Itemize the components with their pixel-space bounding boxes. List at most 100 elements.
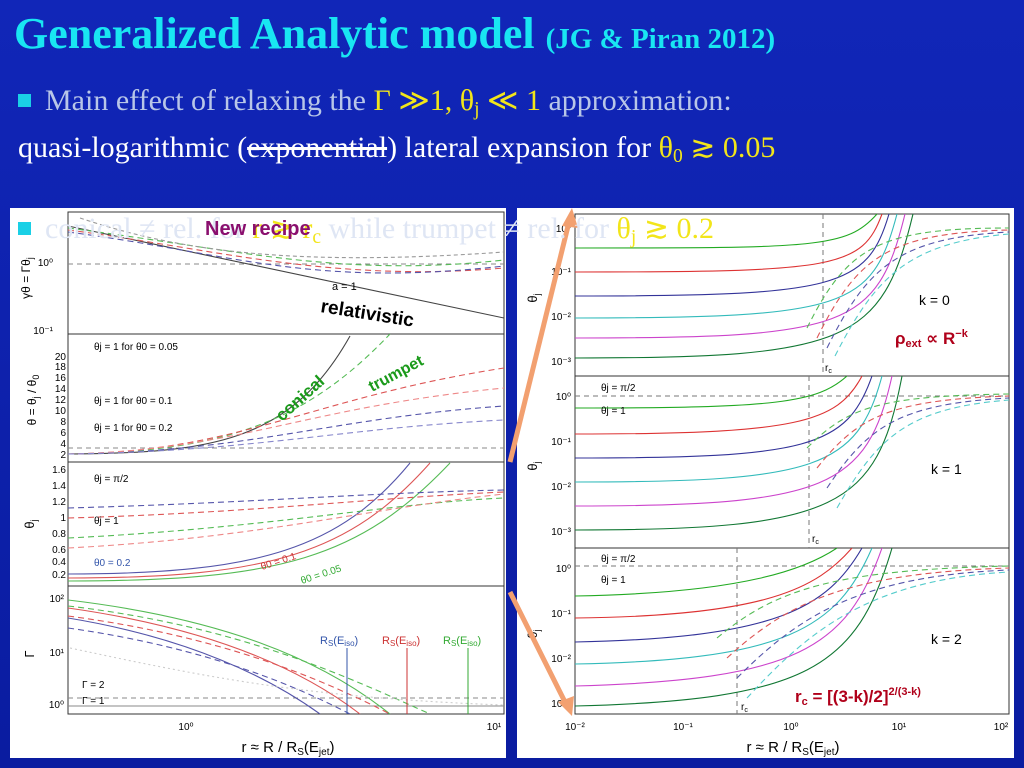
p3-ytick: 1.4 [52,481,66,492]
p2-legend-1: θj = 1 for θ0 = 0.05 [94,342,178,353]
bullet-2-th: θj ≳ 0.2 [616,212,714,248]
r3-ytick: 10⁰ [556,564,571,575]
p2-ylabel: θ = θj / θ0 [25,375,41,426]
p3-ytick: 1.6 [52,465,66,476]
theta0-label-1: θ0 = 0.2 [94,558,131,569]
left-figure: 10⁰ 10⁻¹ γθ = Γθj a = 1 relativistic 20 … [10,208,506,758]
p2-ytick: 6 [60,428,66,439]
r-sub: c [312,226,321,248]
p2-ytick: 16 [55,373,67,384]
r2-ylabel: θj [525,461,542,470]
p2-legend-3: θj = 1 for θ0 = 0.2 [94,423,173,434]
bullet-1-cond: θ0 ≳ 0.05 [658,130,776,167]
rho-ext-annotation: ρext ∝ R−k [895,328,969,350]
p2-ytick: 8 [60,417,66,428]
p4-ytick: 10¹ [50,648,65,659]
r3-ytick: 10⁻³ [551,699,571,710]
p3-ytick: 0.6 [52,545,66,556]
p2-ytick: 14 [55,384,67,395]
p3-ytick: 0.2 [52,570,66,581]
p2-ytick: 10 [55,406,67,417]
bullet-1-line2a: quasi-logarithmic ( [18,130,248,164]
title-text: Generalized Analytic model [14,9,535,58]
slide-title: Generalized Analytic model (JG & Piran 2… [14,6,1014,67]
p3-ylabel: θj [22,519,39,528]
p4-ylabel: Γ [22,650,37,657]
r2-ytick: 10⁻³ [551,527,571,538]
bullet-1-lead: Main effect of relaxing the [45,84,366,117]
approx-sub: j [474,98,480,120]
r2-ytick: 10⁻¹ [551,437,571,448]
k2-label: k = 2 [931,631,962,647]
p2-ytick: 20 [55,352,67,363]
right-panel-k1: 10⁰ 10⁻¹ 10⁻² 10⁻³ θj θj = π/2 θj = 1 k … [525,376,1009,548]
rx-tick: 10⁰ [783,722,798,733]
p4-xtick-2: 10¹ [487,722,502,733]
th-text: θ [616,212,631,245]
p1-ytick-2: 10⁻¹ [33,326,53,337]
p2-ytick: 4 [60,439,66,450]
bullet-2: conical ≠ rel. for r ≳ rc while trumpet … [18,210,1008,257]
p3-ytick: 0.8 [52,529,66,540]
rc-label-1: rc [825,363,832,375]
rx-tick: 10⁻¹ [673,722,693,733]
p3-ytick: 0.4 [52,557,66,568]
th-cond: ≳ 0.2 [636,212,714,245]
p3-legend-2: θj = 1 [94,516,119,527]
rs-label-blue: RS(Eiso) [320,635,358,648]
r2-legend-1: θj = π/2 [601,383,636,394]
p3-ytick: 1.2 [52,497,66,508]
r3-legend-2: θj = 1 [601,575,626,586]
theta0-label-3: θ0 = 0.05 [300,563,344,587]
r1-ytick: 10⁻³ [551,357,571,368]
p2-ytick: 2 [60,450,66,461]
approx-text: Γ ≫1, θ [373,84,475,117]
bullet-2-r: r ≳ rc [252,212,321,248]
rx-tick: 10² [994,722,1009,733]
rc-label-2: rc [812,534,819,546]
bullet-1: Main effect of relaxing the Γ ≫1, θj ≪ 1… [18,82,1008,176]
r1-ylabel: θj [525,293,542,302]
bullet-2-b: while trumpet ≠ rel. for [320,212,617,245]
bullet-square-icon [18,93,31,107]
bullet-1-tail: approximation: [540,84,732,117]
theta0: θ [658,130,673,164]
left-xlabel: r ≈ R / RS(Ejet) [242,739,335,758]
relativistic-label: relativistic [319,296,416,332]
rc-formula: rc = [(3-k)/2]2/(3-k) [795,686,921,708]
right-figure: 10⁰ 10⁻¹ 10⁻² 10⁻³ θj k = 0 rc ρext ∝ R−… [517,208,1014,758]
k0-label: k = 0 [919,292,950,308]
p1-ytick-1: 10⁰ [38,258,53,269]
p2-ytick: 18 [55,362,67,373]
r3-legend-1: θj = π/2 [601,554,636,565]
r-text: r ≳ r [252,212,313,245]
r1-ytick: 10⁻² [551,312,571,323]
p4-legend-2: Γ = 1 [82,696,105,707]
k1-label: k = 1 [931,461,962,477]
r2-ytick: 10⁻² [551,482,571,493]
left-panel-3: 1.6 1.4 1.2 1 0.8 0.6 0.4 0.2 θj θj = π/… [22,462,504,587]
approx-end: ≪ 1 [479,84,541,117]
p2-legend-2: θj = 1 for θ0 = 0.1 [94,396,173,407]
rs-label-green: RS(Eiso) [443,635,481,648]
rs-label-red: RS(Eiso) [382,635,420,648]
r1-ytick: 10⁻¹ [551,267,571,278]
title-citation: (JG & Piran 2012) [545,23,776,55]
r2-ytick: 10⁰ [556,392,571,403]
p4-xtick-1: 10⁰ [178,722,193,733]
th-sub: j [630,226,637,248]
p3-legend-1: θj = π/2 [94,474,129,485]
p3-ytick: 1 [60,513,66,524]
right-panel-k2: 10⁰ 10⁻¹ 10⁻² 10⁻³ θj θj = π/2 θj = 1 k … [525,548,1009,714]
p4-legend-1: Γ = 2 [82,680,105,691]
p1-ylabel: γθ = Γθj [19,257,35,299]
r3-ytick: 10⁻¹ [551,609,571,620]
new-recipe-label: New recipe [205,218,311,240]
trumpet-label: trumpet [366,352,427,395]
rx-tick: 10⁻² [565,722,585,733]
r2-legend-2: θj = 1 [601,406,626,417]
bullet-1-strike: exponential [247,130,388,164]
r3-ylabel: θj [525,629,542,638]
bullet-1-approx: Γ ≫1, θj ≪ 1 [373,84,541,120]
rx-tick: 10¹ [892,722,907,733]
